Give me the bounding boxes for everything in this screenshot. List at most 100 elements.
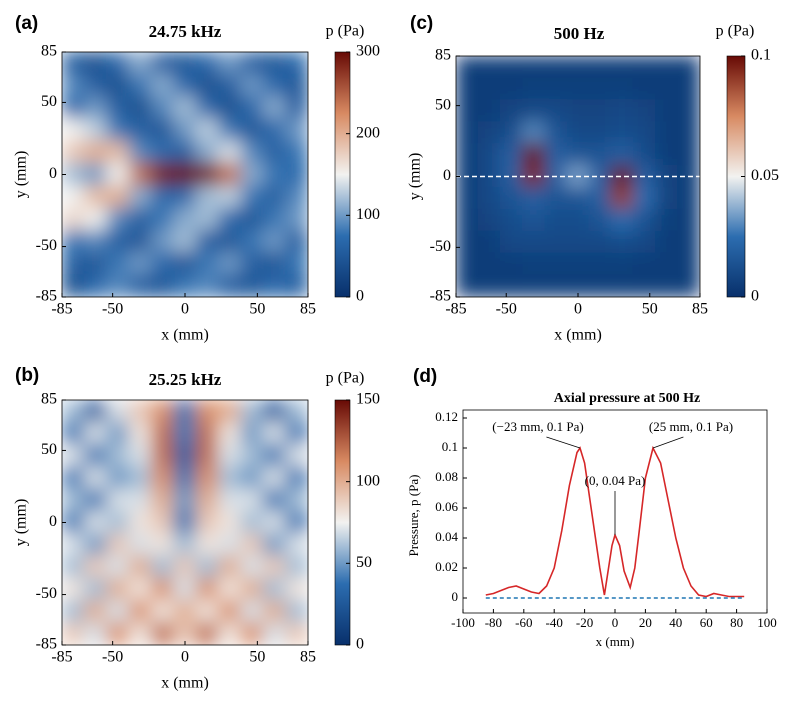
heatmap-cell bbox=[62, 73, 85, 98]
heatmap-cell bbox=[262, 622, 287, 645]
heatmap-cell bbox=[128, 52, 152, 75]
heatmap-cell bbox=[195, 229, 220, 253]
heatmap-cell bbox=[240, 207, 264, 231]
y-tick-label: -50 bbox=[430, 238, 451, 255]
heatmap-cell bbox=[632, 77, 657, 101]
heatmap-cell bbox=[240, 162, 264, 187]
heatmap-cell bbox=[150, 96, 175, 120]
heatmap-cell bbox=[218, 96, 242, 120]
heatmap-cell bbox=[62, 421, 85, 446]
annotation-pointer bbox=[652, 436, 684, 449]
heatmap-cell bbox=[285, 229, 308, 253]
heatmap-cell bbox=[588, 252, 612, 276]
heatmap-cell bbox=[285, 555, 308, 579]
heatmap-cell bbox=[588, 56, 612, 79]
heatmap-cell bbox=[173, 400, 197, 423]
heatmap-cell bbox=[106, 73, 130, 98]
heatmap-cell bbox=[106, 162, 130, 187]
heatmap-cell bbox=[173, 421, 197, 446]
y-tick-label: 85 bbox=[41, 43, 57, 60]
x-tick-label: -100 bbox=[451, 615, 475, 630]
x-tick-label: -50 bbox=[102, 649, 123, 666]
heatmap-cell bbox=[456, 186, 479, 210]
heatmap-cell bbox=[240, 52, 264, 75]
heatmap-cell bbox=[240, 444, 264, 468]
heatmap-cell bbox=[62, 274, 85, 297]
y-axis-label: y (mm) bbox=[13, 151, 30, 199]
y-axis-label: y (mm) bbox=[407, 153, 424, 201]
heatmap-cell bbox=[150, 229, 175, 253]
heatmap-cell bbox=[218, 251, 242, 276]
heatmap-cell bbox=[83, 185, 108, 209]
heatmap-cell bbox=[83, 52, 108, 75]
heatmap-cell bbox=[262, 421, 287, 446]
heatmap-cell bbox=[173, 577, 197, 601]
y-tick-label: 0 bbox=[49, 165, 57, 182]
heatmap-cell bbox=[218, 185, 242, 209]
heatmap-cell bbox=[499, 143, 524, 167]
heatmap-cell bbox=[262, 488, 287, 512]
x-tick-label: 0 bbox=[181, 649, 189, 666]
heatmap-cell bbox=[610, 77, 634, 101]
x-tick-label: -85 bbox=[51, 649, 72, 666]
colorbar bbox=[334, 399, 351, 646]
heatmap-cell bbox=[285, 185, 308, 209]
heatmap-cell bbox=[566, 186, 590, 210]
heatmap-cell bbox=[218, 622, 242, 645]
heatmap-cell bbox=[655, 252, 679, 276]
heatmap-cell bbox=[83, 207, 108, 231]
heatmap-cell bbox=[522, 230, 546, 254]
heatmap-cell bbox=[610, 186, 634, 210]
heatmap bbox=[456, 56, 700, 297]
heatmap-cell bbox=[106, 555, 130, 579]
heatmap-cell bbox=[499, 56, 524, 79]
heatmap-cell bbox=[150, 73, 175, 98]
heatmap-cell bbox=[240, 510, 264, 535]
heatmap-cell bbox=[128, 140, 152, 164]
annotation: (25 mm, 0.1 Pa) bbox=[649, 419, 733, 434]
heatmap-cell bbox=[262, 510, 287, 535]
heatmap-cell bbox=[173, 466, 197, 490]
heatmap-cell bbox=[522, 186, 546, 210]
heatmap-cell bbox=[677, 230, 700, 254]
heatmap-cell bbox=[173, 488, 197, 512]
x-tick-label: 50 bbox=[249, 649, 265, 666]
heatmap-cell bbox=[218, 207, 242, 231]
heatmap-cell bbox=[62, 533, 85, 557]
heatmap-cell bbox=[456, 56, 479, 79]
x-tick-label: 80 bbox=[730, 615, 743, 630]
heatmap-cell bbox=[655, 143, 679, 167]
heatmap-cell bbox=[588, 186, 612, 210]
heatmap-cell bbox=[128, 400, 152, 423]
heatmap-cell bbox=[150, 52, 175, 75]
heatmap-cell bbox=[544, 121, 568, 145]
heatmap-cell bbox=[218, 52, 242, 75]
heatmap-cell bbox=[588, 77, 612, 101]
heatmap-cell bbox=[677, 252, 700, 276]
x-axis-label: x (mm) bbox=[161, 675, 209, 692]
heatmap-cell bbox=[195, 577, 220, 601]
heatmap-cell bbox=[128, 533, 152, 557]
heatmap-cell bbox=[240, 622, 264, 645]
heatmap-cell bbox=[285, 488, 308, 512]
heatmap-cell bbox=[128, 207, 152, 231]
heatmap-cell bbox=[173, 207, 197, 231]
heatmap-cell bbox=[588, 143, 612, 167]
heatmap-cell bbox=[655, 77, 679, 101]
heatmap-cell bbox=[106, 229, 130, 253]
heatmap-cell bbox=[128, 274, 152, 297]
heatmap-cell bbox=[173, 251, 197, 276]
heatmap-cell bbox=[62, 622, 85, 645]
heatmap-cell bbox=[632, 56, 657, 79]
colorbar-tick-label: 300 bbox=[356, 43, 380, 60]
y-tick-label: 0.06 bbox=[435, 499, 458, 514]
heatmap-cell bbox=[456, 230, 479, 254]
heatmap-cell bbox=[218, 466, 242, 490]
heatmap-cell bbox=[456, 77, 479, 101]
heatmap-cell bbox=[588, 274, 612, 297]
x-tick-label: -85 bbox=[445, 301, 466, 318]
plot-title: Axial pressure at 500 Hz bbox=[554, 391, 700, 406]
colorbar bbox=[334, 51, 351, 298]
heatmap-cell bbox=[655, 186, 679, 210]
